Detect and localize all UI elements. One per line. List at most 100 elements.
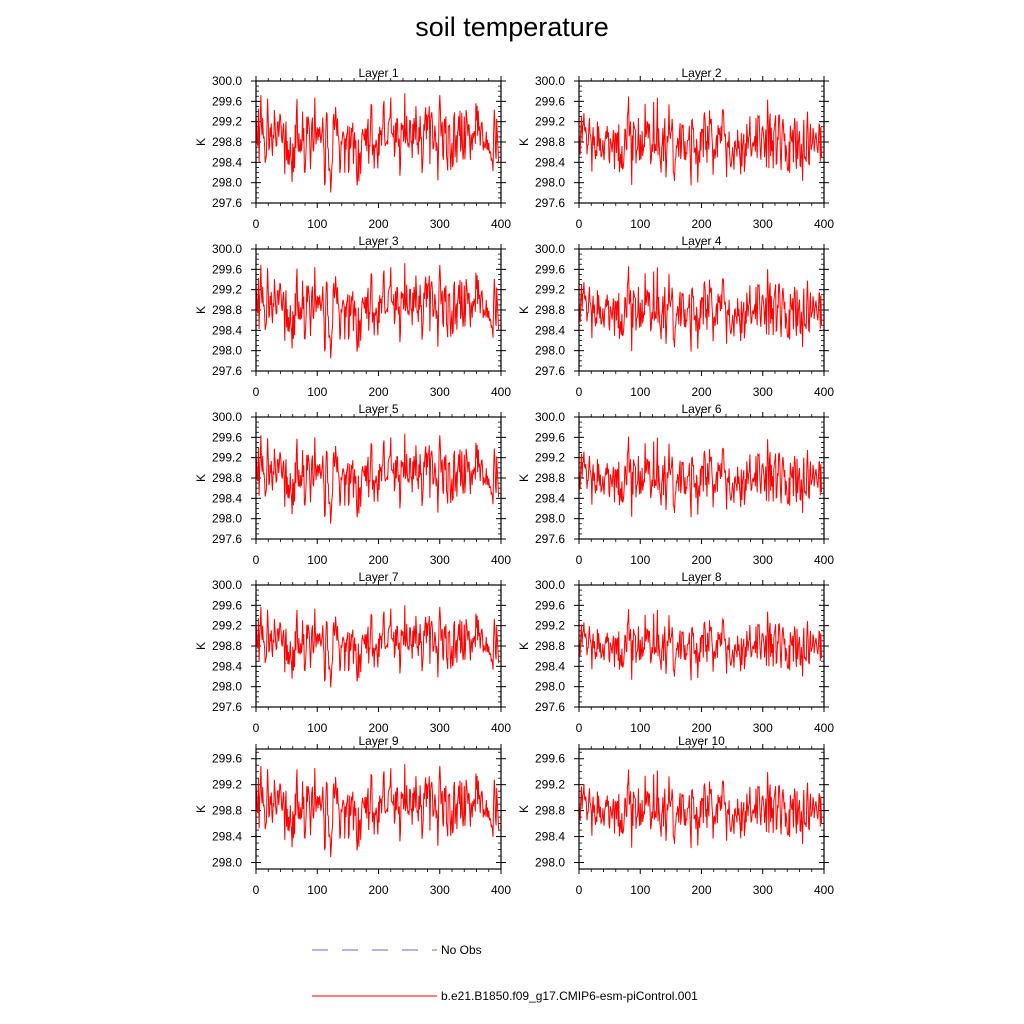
plot-frame — [578, 80, 825, 204]
x-tick-label: 0 — [576, 721, 583, 735]
y-axis-label: K — [517, 642, 531, 650]
plot-frame — [578, 584, 825, 708]
x-tick-label: 400 — [491, 883, 511, 897]
plot-frame — [255, 248, 502, 372]
y-tick-label: 299.2 — [212, 451, 242, 465]
y-tick-label: 298.8 — [535, 804, 565, 818]
y-tick-label: 300.0 — [212, 410, 242, 424]
panel-title: Layer 7 — [358, 570, 398, 584]
y-tick-label: 297.6 — [535, 364, 565, 378]
x-tick-label: 200 — [691, 721, 711, 735]
x-tick-label: 300 — [753, 883, 773, 897]
panel-title: Layer 4 — [681, 234, 721, 248]
y-axis-label: K — [194, 474, 208, 482]
y-tick-label: 299.6 — [535, 262, 565, 276]
x-tick-label: 200 — [691, 553, 711, 567]
x-tick-label: 100 — [630, 883, 650, 897]
y-tick-label: 300.0 — [212, 578, 242, 592]
x-tick-label: 300 — [430, 883, 450, 897]
y-tick-label: 298.4 — [535, 830, 565, 844]
x-tick-label: 0 — [576, 553, 583, 567]
panel-title: Layer 8 — [681, 570, 721, 584]
y-axis-label: K — [517, 138, 531, 146]
y-tick-label: 298.8 — [535, 471, 565, 485]
y-tick-label: 297.6 — [535, 196, 565, 210]
x-tick-label: 200 — [691, 385, 711, 399]
y-tick-label: 299.2 — [535, 778, 565, 792]
y-tick-label: 298.4 — [212, 491, 242, 505]
y-tick-label: 299.6 — [535, 598, 565, 612]
x-tick-label: 200 — [368, 721, 388, 735]
legend-label-model: b.e21.B1850.f09_g17.CMIP6-esm-piControl.… — [441, 989, 698, 1003]
x-tick-label: 0 — [253, 217, 260, 231]
series-line-model — [255, 605, 500, 688]
y-tick-label: 298.8 — [535, 135, 565, 149]
y-tick-label: 299.6 — [212, 430, 242, 444]
legend-label-no-obs: No Obs — [441, 943, 482, 957]
y-tick-label: 298.4 — [535, 323, 565, 337]
y-tick-label: 299.2 — [535, 283, 565, 297]
x-tick-label: 100 — [630, 721, 650, 735]
y-tick-label: 297.6 — [212, 364, 242, 378]
y-tick-label: 297.6 — [535, 532, 565, 546]
x-tick-label: 300 — [753, 553, 773, 567]
y-tick-label: 297.6 — [535, 700, 565, 714]
y-tick-label: 298.8 — [212, 804, 242, 818]
y-axis-label: K — [517, 805, 531, 813]
series-line-model — [578, 769, 822, 849]
x-tick-label: 400 — [814, 883, 834, 897]
series-line-model — [255, 263, 500, 359]
y-tick-label: 298.8 — [212, 639, 242, 653]
y-tick-label: 299.2 — [535, 619, 565, 633]
y-axis-label: K — [194, 805, 208, 813]
y-tick-label: 299.6 — [212, 94, 242, 108]
y-tick-label: 298.4 — [212, 830, 242, 844]
y-tick-label: 299.2 — [535, 115, 565, 129]
panel-title: Layer 3 — [358, 234, 398, 248]
y-tick-label: 298.4 — [535, 155, 565, 169]
y-tick-label: 298.4 — [212, 323, 242, 337]
plot-frame — [255, 748, 502, 870]
series-line-model — [578, 96, 822, 186]
y-tick-label: 299.6 — [212, 598, 242, 612]
y-tick-label: 298.8 — [212, 471, 242, 485]
x-tick-label: 300 — [430, 553, 450, 567]
x-tick-label: 200 — [691, 217, 711, 231]
y-tick-label: 298.0 — [535, 856, 565, 870]
y-tick-label: 299.2 — [212, 283, 242, 297]
y-tick-label: 297.6 — [212, 196, 242, 210]
y-tick-label: 298.8 — [212, 135, 242, 149]
y-tick-label: 298.0 — [535, 344, 565, 358]
panel-title: Layer 1 — [358, 66, 398, 80]
y-tick-label: 298.8 — [212, 303, 242, 317]
y-tick-label: 298.0 — [212, 176, 242, 190]
x-tick-label: 400 — [491, 553, 511, 567]
x-tick-label: 200 — [368, 883, 388, 897]
x-tick-label: 200 — [691, 883, 711, 897]
chart-title: soil temperature — [415, 12, 609, 42]
y-axis-label: K — [194, 642, 208, 650]
y-axis-label: K — [194, 138, 208, 146]
series-line-model — [255, 93, 500, 193]
y-tick-label: 298.0 — [535, 680, 565, 694]
plot-frame — [255, 80, 502, 204]
y-tick-label: 300.0 — [212, 74, 242, 88]
y-tick-label: 299.2 — [212, 619, 242, 633]
x-tick-label: 300 — [753, 721, 773, 735]
y-tick-label: 298.0 — [212, 344, 242, 358]
plot-frame — [578, 248, 825, 372]
y-tick-label: 299.6 — [212, 752, 242, 766]
y-axis-label: K — [517, 474, 531, 482]
y-tick-label: 299.6 — [535, 752, 565, 766]
x-tick-label: 0 — [253, 721, 260, 735]
plot-frame — [578, 416, 825, 540]
y-tick-label: 299.6 — [212, 262, 242, 276]
panel-title: Layer 6 — [681, 402, 721, 416]
x-tick-label: 0 — [253, 553, 260, 567]
y-tick-label: 299.2 — [212, 778, 242, 792]
x-tick-label: 100 — [307, 385, 327, 399]
x-tick-label: 300 — [430, 721, 450, 735]
x-tick-label: 100 — [630, 217, 650, 231]
x-tick-label: 300 — [430, 385, 450, 399]
